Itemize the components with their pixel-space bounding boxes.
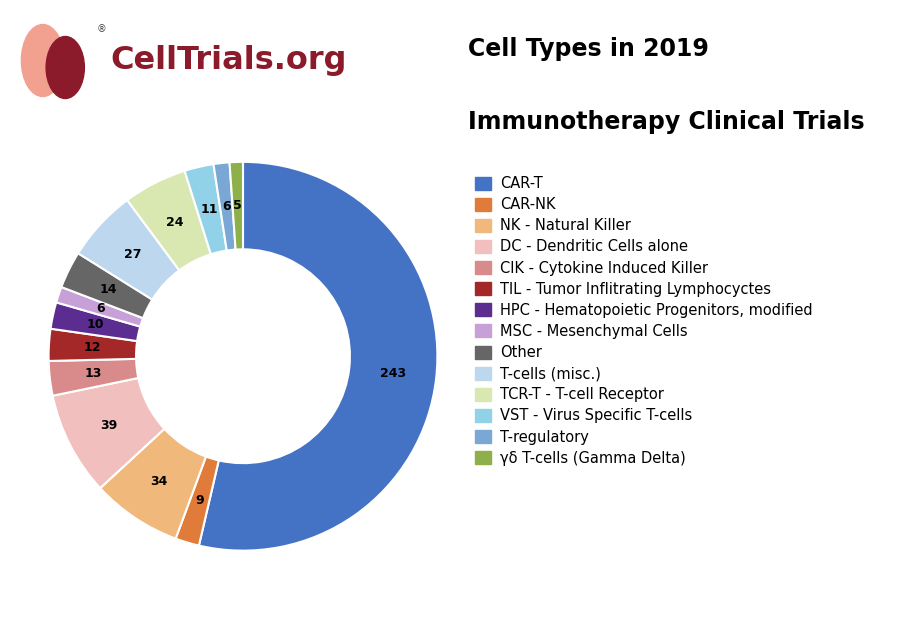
Wedge shape (61, 253, 152, 318)
Wedge shape (213, 162, 236, 251)
Ellipse shape (46, 36, 85, 99)
Text: 11: 11 (200, 203, 218, 216)
Wedge shape (50, 302, 140, 341)
Wedge shape (127, 171, 211, 271)
Text: CellTrials.org: CellTrials.org (110, 45, 346, 76)
Text: 27: 27 (123, 248, 141, 261)
Text: 9: 9 (195, 494, 204, 507)
Wedge shape (230, 162, 243, 249)
Wedge shape (49, 329, 137, 361)
Text: 24: 24 (166, 216, 184, 229)
Text: Cell Types in 2019: Cell Types in 2019 (468, 37, 708, 61)
Text: 39: 39 (101, 419, 118, 432)
Wedge shape (56, 287, 143, 327)
Text: 5: 5 (233, 199, 242, 212)
Text: 34: 34 (150, 475, 168, 488)
Legend: CAR-T, CAR-NK, NK - Natural Killer, DC - Dendritic Cells alone, CIK - Cytokine I: CAR-T, CAR-NK, NK - Natural Killer, DC -… (475, 176, 813, 466)
Wedge shape (49, 359, 139, 396)
Ellipse shape (22, 24, 64, 96)
Text: 6: 6 (95, 302, 104, 315)
Text: 12: 12 (84, 341, 102, 354)
Wedge shape (100, 429, 206, 539)
Wedge shape (176, 456, 219, 546)
Wedge shape (199, 162, 437, 551)
Text: 10: 10 (87, 318, 104, 331)
Text: 13: 13 (85, 367, 102, 380)
Text: 14: 14 (99, 282, 117, 296)
Text: ®: ® (97, 24, 106, 34)
Text: 243: 243 (380, 367, 406, 380)
Text: 6: 6 (222, 200, 230, 213)
Wedge shape (184, 164, 227, 254)
Wedge shape (78, 200, 179, 299)
Wedge shape (53, 378, 165, 488)
Text: Immunotherapy Clinical Trials: Immunotherapy Clinical Trials (468, 110, 864, 134)
